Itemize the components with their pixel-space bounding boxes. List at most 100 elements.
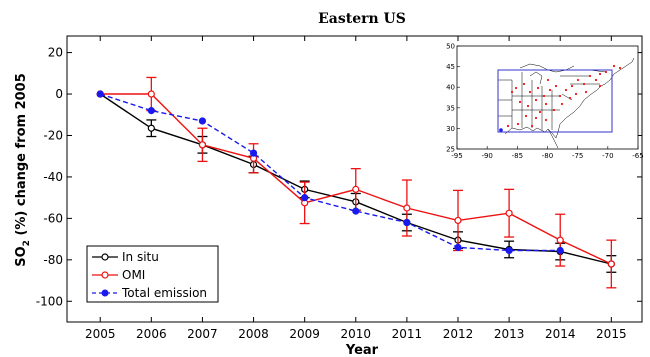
inset-map: -95 -90 -85 -80 -75 -70 -65 50 45 40 35 30 25 bbox=[446, 43, 644, 161]
inset-x-tick-label: -85 bbox=[512, 152, 523, 160]
inset-site-marker bbox=[534, 98, 538, 102]
inset-y-tick-label: 30 bbox=[446, 125, 455, 133]
inset-site-marker bbox=[530, 124, 534, 128]
inset-frame bbox=[456, 45, 639, 150]
y-tick-label: -20 bbox=[43, 128, 63, 142]
inset-y-tick-label: 45 bbox=[446, 63, 455, 71]
inset-site-marker bbox=[546, 78, 550, 82]
plot-frame bbox=[66, 35, 643, 323]
x-tick-label: 2007 bbox=[187, 327, 218, 341]
data-point bbox=[505, 246, 513, 255]
data-point bbox=[301, 194, 309, 202]
y-axis-label-subscript: 2 bbox=[22, 240, 32, 246]
data-point bbox=[352, 185, 360, 193]
series-line-total-emission bbox=[99, 93, 561, 252]
inset-site-marker bbox=[516, 122, 520, 126]
legend-item-in-situ: In situ bbox=[92, 250, 159, 264]
inset-site-marker bbox=[618, 66, 622, 70]
data-point bbox=[556, 236, 564, 244]
data-point bbox=[147, 90, 155, 98]
inset-y-tick-label: 50 bbox=[446, 43, 455, 51]
inset-site-marker bbox=[598, 72, 602, 76]
legend: In situ OMI Total emission bbox=[86, 245, 219, 303]
data-point bbox=[352, 207, 360, 215]
y-tick-label: -80 bbox=[43, 253, 63, 267]
inset-y-tick-label: 25 bbox=[446, 146, 455, 154]
x-tick-label: 2006 bbox=[136, 327, 167, 341]
data-point bbox=[147, 124, 155, 132]
inset-site-marker bbox=[510, 90, 514, 94]
y-tick-label: -60 bbox=[43, 211, 63, 225]
inset-site-marker bbox=[604, 70, 608, 74]
y-tick-label: 0 bbox=[55, 87, 63, 101]
legend-label-omi: OMI bbox=[122, 268, 145, 282]
inset-x-tick-label: -90 bbox=[481, 152, 492, 160]
plot-area bbox=[66, 35, 643, 323]
x-tick-label: 2010 bbox=[341, 327, 372, 341]
legend-item-omi: OMI bbox=[92, 268, 145, 282]
inset-site-marker bbox=[524, 114, 528, 118]
legend-label-total-emission: Total emission bbox=[121, 286, 207, 300]
inset-site-marker bbox=[568, 96, 572, 100]
data-point bbox=[249, 149, 258, 157]
x-axis: 2005 2006 2007 2008 2009 2010 2011 2012 2013 2014… bbox=[85, 36, 627, 341]
data-point bbox=[454, 216, 462, 225]
data-point bbox=[403, 204, 411, 212]
inset-site-marker bbox=[544, 118, 548, 122]
data-point bbox=[403, 218, 411, 227]
inset-site-marker bbox=[514, 86, 518, 90]
y-axis-label: SO2 (%) change from 2005 bbox=[14, 73, 32, 267]
inset-site-marker bbox=[612, 64, 616, 68]
inset-x-tick-label: -80 bbox=[542, 152, 553, 160]
inset-x-tick-label: -65 bbox=[632, 152, 643, 160]
y-axis-label-main: SO bbox=[14, 246, 29, 266]
inset-site-marker bbox=[598, 84, 602, 88]
series-total-emission bbox=[96, 90, 564, 255]
data-point bbox=[147, 107, 155, 115]
data-point bbox=[198, 117, 207, 125]
data-point bbox=[505, 209, 513, 217]
y-tick-label: -40 bbox=[43, 170, 63, 184]
legend-label-in-situ: In situ bbox=[122, 250, 159, 264]
data-point bbox=[454, 243, 462, 251]
y-axis-label-rest: (%) change from 2005 bbox=[14, 73, 29, 240]
inset-site-marker bbox=[544, 102, 548, 106]
inset-site-marker bbox=[560, 102, 564, 106]
inset-site-marker bbox=[526, 104, 530, 108]
inset-sites bbox=[499, 64, 622, 132]
chart-title: Eastern US bbox=[318, 11, 406, 27]
data-point bbox=[556, 246, 564, 255]
inset-x-tick-label: -95 bbox=[451, 152, 462, 160]
inset-site-marker bbox=[528, 90, 532, 94]
inset-site-marker bbox=[570, 84, 574, 88]
inset-site-marker bbox=[536, 86, 540, 90]
x-tick-label: 2011 bbox=[392, 327, 423, 341]
data-point bbox=[96, 90, 104, 98]
inset-x-tick-label: -70 bbox=[602, 152, 613, 160]
inset-site-marker bbox=[582, 82, 586, 86]
inset-site-marker bbox=[558, 94, 562, 98]
inset-site-marker bbox=[564, 88, 568, 92]
x-tick-label: 2013 bbox=[494, 327, 525, 341]
inset-coastline-path bbox=[504, 57, 635, 139]
legend-item-total-emission: Total emission bbox=[92, 286, 207, 300]
inset-axes: -95 -90 -85 -80 -75 -70 -65 50 45 40 35 30 25 bbox=[446, 43, 644, 161]
inset-site-marker bbox=[594, 78, 598, 82]
legend-marker-omi bbox=[101, 271, 109, 279]
x-tick-label: 2012 bbox=[443, 327, 474, 341]
x-tick-label: 2015 bbox=[596, 327, 627, 341]
y-tick-label: -100 bbox=[36, 294, 63, 308]
inset-study-region bbox=[497, 69, 613, 133]
inset-site-marker bbox=[552, 108, 556, 112]
x-tick-label: 2005 bbox=[85, 327, 116, 341]
inset-site-marker bbox=[506, 124, 510, 128]
inset-site-marker bbox=[554, 84, 558, 88]
y-tick-label: 20 bbox=[48, 46, 63, 60]
x-tick-label: 2009 bbox=[289, 327, 320, 341]
inset-site-marker-blue bbox=[499, 128, 503, 132]
series-layer bbox=[96, 76, 617, 289]
data-point bbox=[198, 141, 207, 149]
inset-y-tick-label: 35 bbox=[446, 104, 455, 112]
legend-marker-total-emission bbox=[101, 289, 109, 297]
